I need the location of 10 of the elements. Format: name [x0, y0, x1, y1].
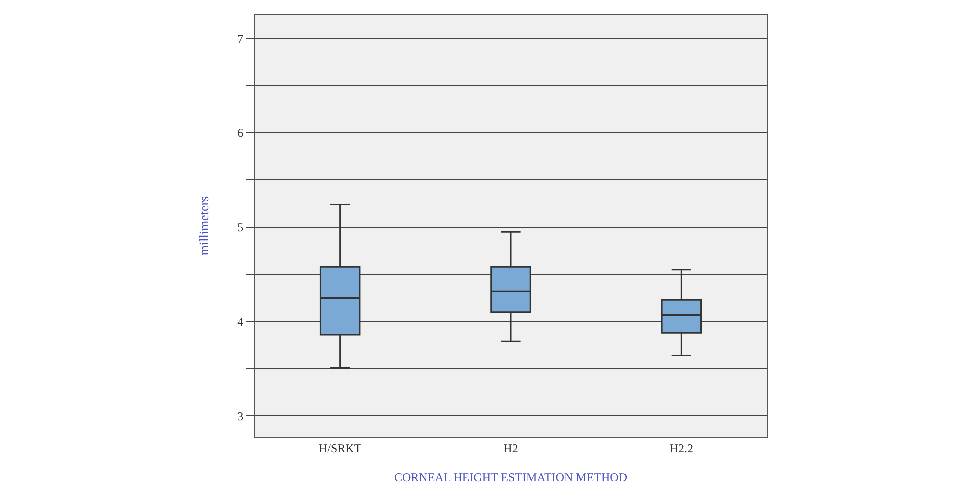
x-tick-label: H2 — [504, 441, 518, 456]
x-tick-label: H2.2 — [670, 441, 694, 456]
x-axis-title: CORNEAL HEIGHT ESTIMATION METHOD — [394, 470, 628, 484]
y-tick-label: 4 — [238, 315, 244, 330]
y-axis-title: millimeters — [196, 196, 212, 256]
y-tick-label: 6 — [238, 126, 244, 140]
y-tick-label: 3 — [238, 409, 244, 424]
y-tick-label: 5 — [238, 220, 244, 235]
y-tick-label: 7 — [238, 32, 244, 46]
x-tick-label: H/SRKT — [318, 441, 362, 456]
